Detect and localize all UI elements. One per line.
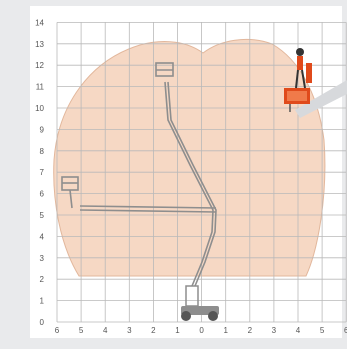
y-tick-label: 4 <box>40 232 45 241</box>
operator-illustration <box>284 48 347 118</box>
x-tick-label: 3 <box>272 326 277 335</box>
y-tick-label: 12 <box>35 61 44 70</box>
y-tick-label: 2 <box>40 275 45 284</box>
x-tick-label: 5 <box>79 326 84 335</box>
y-tick-label: 5 <box>40 211 45 220</box>
x-tick-label: 4 <box>296 326 301 335</box>
y-tick-label: 7 <box>40 168 45 177</box>
x-axis-labels: 6 5 4 3 2 1 0 1 2 3 4 5 6 <box>55 326 347 335</box>
wheel-left <box>181 311 191 321</box>
x-tick-label: 1 <box>223 326 228 335</box>
boom-horizontal <box>61 176 217 213</box>
boom-vertical <box>155 62 217 287</box>
y-tick-label: 0 <box>40 318 45 327</box>
x-tick-label: 1 <box>175 326 180 335</box>
y-tick-label: 6 <box>40 190 45 199</box>
y-tick-label: 13 <box>35 40 44 49</box>
grid-lines <box>56 21 347 323</box>
y-tick-label: 14 <box>35 18 44 27</box>
x-tick-label: 6 <box>344 326 347 335</box>
y-tick-label: 3 <box>40 254 45 263</box>
y-tick-label: 10 <box>35 104 44 113</box>
x-tick-label: 6 <box>55 326 60 335</box>
wheel-right <box>208 311 218 321</box>
y-tick-label: 1 <box>40 297 45 306</box>
x-tick-label: 4 <box>103 326 108 335</box>
y-tick-label: 11 <box>36 83 45 92</box>
x-tick-label: 2 <box>248 326 253 335</box>
y-tick-label: 9 <box>40 125 45 134</box>
x-tick-label: 0 <box>199 326 204 335</box>
x-tick-label: 2 <box>151 326 156 335</box>
machine-base <box>181 285 219 321</box>
x-tick-label: 5 <box>320 326 325 335</box>
x-tick-label: 3 <box>127 326 132 335</box>
y-tick-label: 8 <box>40 147 45 156</box>
